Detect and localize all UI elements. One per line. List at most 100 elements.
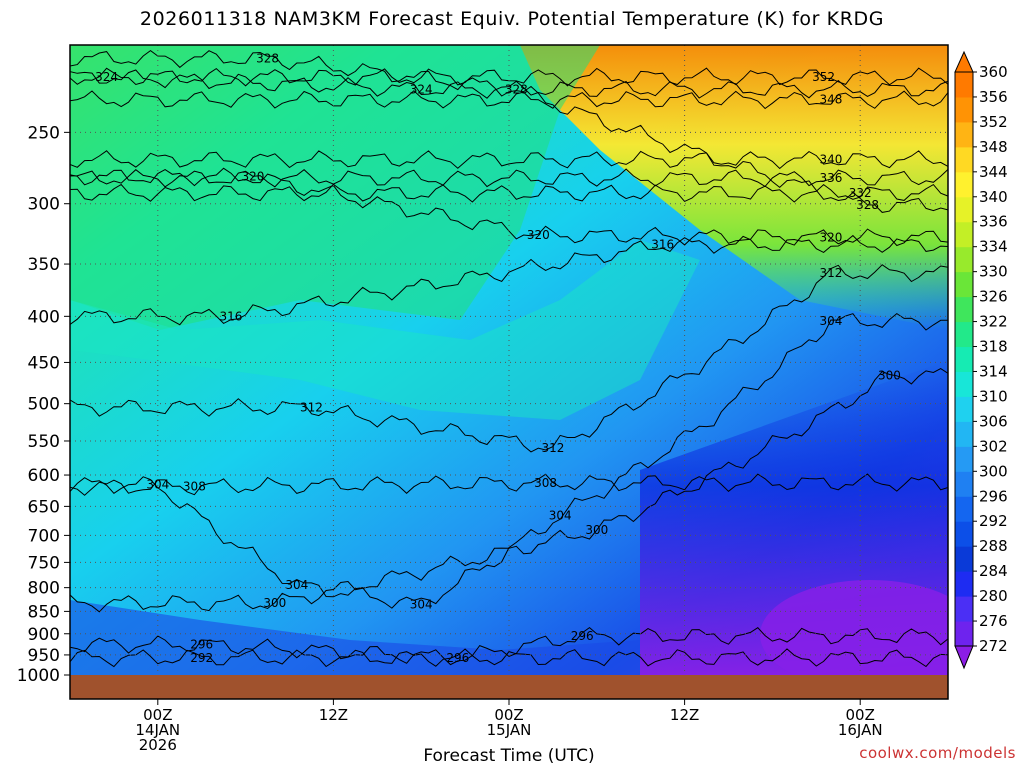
- contour-label: 320: [819, 230, 842, 244]
- y-tick-label: 300: [28, 195, 60, 215]
- colorbar-label: 284: [979, 562, 1008, 580]
- contour-label: 300: [263, 596, 286, 610]
- colorbar-swatch: [955, 146, 973, 173]
- contour-label: 304: [410, 597, 433, 611]
- x-tick-label: 2026: [139, 736, 177, 754]
- contour-label: 328: [856, 198, 879, 212]
- colorbar-label: 352: [979, 113, 1008, 131]
- colorbar-label: 330: [979, 263, 1008, 281]
- y-tick-label: 400: [28, 307, 60, 327]
- contour-label: 328: [505, 82, 528, 96]
- contour-label: 304: [819, 314, 842, 328]
- x-tick-label: 12Z: [670, 706, 699, 724]
- contour-label: 348: [819, 93, 842, 107]
- contour-292: [70, 648, 948, 668]
- colorbar-swatch: [955, 421, 973, 447]
- colorbar-label: 292: [979, 512, 1008, 530]
- y-tick-label: 900: [28, 625, 60, 645]
- x-tick-label: 16JAN: [838, 721, 883, 739]
- y-tick-label: 800: [28, 579, 60, 599]
- colorbar-label: 340: [979, 188, 1008, 206]
- colorbar-frame: [954, 71, 974, 647]
- colorbar-label: 296: [979, 487, 1008, 505]
- contour-label: 320: [527, 228, 550, 242]
- y-tick-label: 550: [28, 432, 60, 452]
- field-purple-pool: [760, 580, 948, 675]
- contour-340: [70, 150, 948, 170]
- colorbar-label: 326: [979, 288, 1008, 306]
- y-tick-label: 650: [28, 497, 60, 517]
- contour-328: [70, 49, 948, 213]
- colorbar-swatch: [955, 471, 973, 497]
- contour-label: 300: [878, 368, 901, 382]
- contour-304: [70, 312, 948, 609]
- ground-strip: [70, 675, 948, 699]
- colorbar-swatch: [955, 321, 973, 348]
- contour-label: 296: [446, 651, 469, 665]
- x-tick-label: 00Z: [143, 706, 172, 724]
- contour-label: 352: [812, 70, 835, 84]
- colorbar-swatch: [955, 96, 973, 123]
- contour-348: [70, 90, 948, 110]
- colorbar-label: 310: [979, 387, 1008, 405]
- contour-label: 304: [146, 478, 169, 492]
- y-axis-ticks: 250 300 350 400 450 500 550 600 650 700 750 800 850 9…: [17, 123, 70, 686]
- colorbar-swatch: [955, 271, 973, 298]
- colorbar-label: 344: [979, 163, 1008, 181]
- colorbar-label: 336: [979, 213, 1008, 231]
- colorbar-swatch: [955, 246, 973, 273]
- contour-label: 308: [534, 476, 557, 490]
- x-tick-label: 12Z: [319, 706, 348, 724]
- contour-label: 308: [183, 480, 206, 494]
- contour-312: [70, 264, 948, 453]
- colorbar-label: 360: [979, 63, 1008, 81]
- colorbar-swatch: [955, 521, 973, 547]
- credit-text: coolwx.com/models: [859, 744, 1016, 762]
- contour-label: 324: [95, 70, 118, 84]
- contour-label: 324: [410, 82, 433, 96]
- colorbar-swatch: [955, 546, 973, 572]
- contour-label: 312: [819, 266, 842, 280]
- x-axis-label: Forecast Time (UTC): [423, 746, 595, 766]
- x-tick-label: 15JAN: [487, 721, 532, 739]
- colorbar-swatch: [955, 496, 973, 522]
- contour-label: 300: [585, 523, 608, 537]
- contour-label: 312: [541, 441, 564, 455]
- colorbar-label: 300: [979, 462, 1008, 480]
- y-tick-label: 950: [28, 646, 60, 666]
- colorbar-swatch: [955, 571, 973, 597]
- y-tick-label: 350: [28, 255, 60, 275]
- y-tick-label: 250: [28, 123, 60, 143]
- grid-lines: [70, 45, 948, 675]
- contour-316: [70, 234, 948, 326]
- contour-label: 312: [300, 401, 323, 415]
- contour-label: 336: [819, 171, 842, 185]
- colorbar-label: 302: [979, 437, 1008, 455]
- colorbar-swatch: [955, 72, 973, 98]
- colorbar-swatch: [955, 596, 973, 622]
- colorbar-label: 322: [979, 313, 1008, 331]
- y-tick-label: 600: [28, 466, 60, 486]
- field-warm-upper: [520, 45, 948, 330]
- colorbar-label: 334: [979, 238, 1008, 256]
- x-tick-label: 00Z: [494, 706, 523, 724]
- contour-label: 296: [571, 629, 594, 643]
- field-teal-mid: [70, 240, 700, 420]
- y-tick-label: 1000: [17, 666, 60, 686]
- y-tick-label: 500: [28, 395, 60, 415]
- colorbar: 272 276 280 284 288 292 296 300 302 306 310 314 318 3…: [954, 50, 1008, 670]
- contour-324: [70, 69, 948, 99]
- x-tick-label: 00Z: [846, 706, 875, 724]
- contour-label: 292: [190, 651, 213, 665]
- colorbar-label: 306: [979, 412, 1008, 430]
- contour-320: [70, 167, 948, 247]
- colorbar-swatch: [955, 446, 973, 472]
- chart-title: 2026011318 NAM3KM Forecast Equiv. Potent…: [139, 8, 885, 30]
- colorbar-label: 348: [979, 138, 1008, 156]
- colorbar-swatch: [955, 396, 973, 422]
- contour-label: 332: [849, 186, 872, 200]
- contour-300: [70, 368, 948, 613]
- contour-336: [70, 168, 948, 188]
